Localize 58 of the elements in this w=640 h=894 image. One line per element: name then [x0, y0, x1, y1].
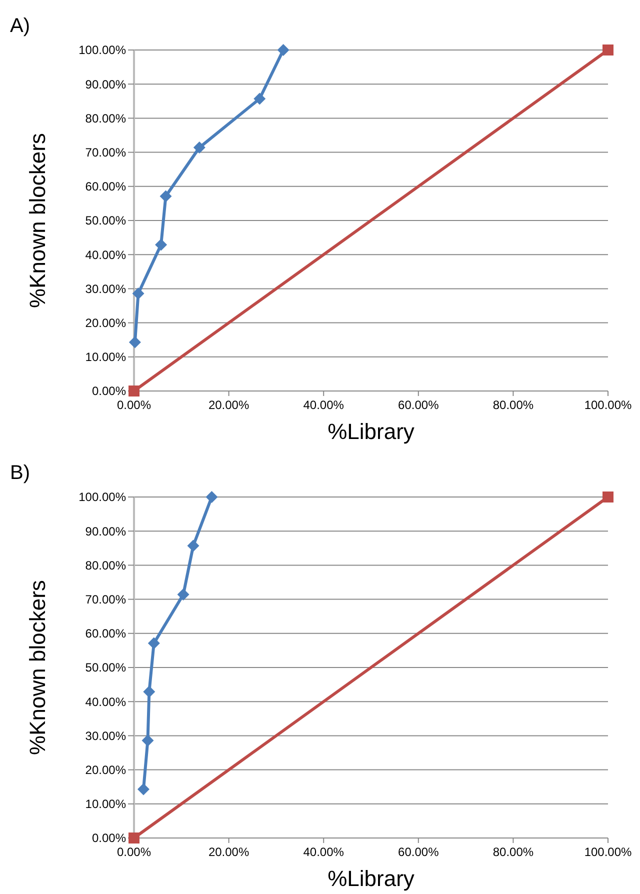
point [128, 386, 140, 396]
y-tick-label: 80.00% [85, 111, 126, 126]
y-tick-label: 80.00% [85, 558, 126, 572]
y-tick-label: 0.00% [92, 384, 126, 398]
y-tick-label: 30.00% [85, 728, 126, 743]
y-tick-label: 10.00% [85, 350, 126, 364]
x-tick-label: 0.00% [116, 845, 152, 859]
point [602, 44, 614, 56]
y-tick-label: 60.00% [85, 626, 126, 641]
x-axis-title: %Library [328, 866, 414, 891]
point [128, 832, 140, 844]
point [254, 92, 266, 105]
x-tick-label: 0.00% [116, 398, 152, 412]
x-tick-label: 100.00% [584, 845, 632, 859]
point [177, 588, 190, 601]
y-axis-title: %Known blockers [25, 580, 50, 755]
x-axis-title: %Library [328, 419, 414, 444]
point [132, 287, 144, 300]
point [193, 142, 206, 154]
y-tick-label: 50.00% [85, 214, 126, 228]
x-tick-label: 100.00% [584, 398, 632, 412]
x-tick-label: 60.00% [398, 398, 440, 412]
y-tick-label: 10.00% [85, 797, 126, 812]
point [143, 686, 156, 698]
point [137, 783, 150, 796]
y-tick-label: 40.00% [85, 248, 126, 262]
y-tick-label: 70.00% [85, 592, 126, 606]
y-tick-label: 60.00% [85, 180, 126, 194]
y-tick-label: 70.00% [85, 146, 126, 160]
point [148, 637, 160, 650]
point [128, 336, 141, 348]
y-tick-label: 90.00% [85, 524, 126, 538]
chart-title: B) [10, 462, 30, 484]
y-tick-label: 40.00% [85, 694, 126, 709]
y-tick-label: 50.00% [85, 660, 126, 675]
y-tick-label: 100.00% [78, 490, 126, 504]
x-tick-label: 40.00% [303, 398, 344, 412]
point [277, 44, 290, 56]
x-tick-label: 80.00% [492, 845, 534, 859]
point [142, 734, 154, 746]
x-tick-label: 20.00% [208, 398, 250, 412]
point [160, 190, 172, 202]
x-tick-label: 80.00% [492, 398, 534, 412]
x-tick-label: 20.00% [208, 845, 250, 859]
y-tick-label: 100.00% [78, 43, 126, 58]
y-axis-title: %Known blockers [25, 133, 50, 308]
point [602, 492, 614, 502]
point [206, 491, 218, 503]
y-tick-label: 20.00% [85, 316, 126, 330]
point [155, 238, 168, 251]
x-tick-label: 60.00% [398, 845, 440, 859]
x-tick-label: 40.00% [303, 845, 344, 859]
point [187, 540, 200, 552]
chart-title: A) [10, 15, 30, 37]
y-tick-label: 90.00% [85, 77, 126, 92]
y-tick-label: 0.00% [92, 831, 126, 846]
y-tick-label: 20.00% [85, 763, 126, 777]
y-tick-label: 30.00% [85, 282, 126, 296]
